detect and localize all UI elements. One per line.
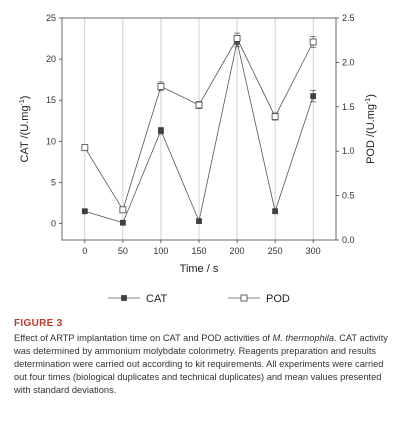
pod-point: [233, 35, 241, 42]
legend-item-cat: CAT: [108, 293, 167, 305]
x-tick-label: 0: [82, 246, 87, 256]
y-right-tick-label: 2.5: [342, 13, 355, 23]
y-left-tick-label: 25: [46, 13, 56, 23]
legend-label-cat: CAT: [146, 293, 167, 305]
x-axis-title: Time / s: [180, 263, 219, 275]
x-tick-label: 150: [191, 246, 206, 256]
y-left-tick-label: 10: [46, 136, 56, 146]
chart: 0 50 100 150 200 250 300 0 5 10 15 20 25 0.0 0.5 1.0 1.5…: [19, 13, 377, 305]
pod-point: [195, 101, 203, 109]
y-right-tick-label: 0.0: [342, 235, 355, 245]
x-tick-label: 300: [306, 246, 321, 256]
legend-item-pod: POD: [228, 293, 290, 305]
cat-point: [310, 93, 317, 100]
pod-point: [309, 38, 317, 46]
y-right-tick-label: 2.0: [342, 57, 355, 67]
x-tick-label: 250: [268, 246, 283, 256]
grid-lines: [84, 18, 314, 240]
caption-text: Effect of ARTP implantation time on CAT …: [14, 333, 388, 395]
x-tick-label: 200: [230, 246, 245, 256]
y-left-axis-title: CAT /(U.mg-1): [19, 96, 31, 163]
y-right-tick-label: 1.5: [342, 102, 355, 112]
legend-marker-cat: [121, 295, 127, 301]
y-right-tick-label: 1.0: [342, 146, 355, 156]
y-left-tick-label: 20: [46, 54, 56, 64]
legend: CAT POD: [108, 293, 290, 305]
axes: 0 50 100 150 200 250 300 0 5 10 15 20 25 0.0 0.5 1.0 1.5…: [46, 13, 355, 256]
figure-label: FIGURE 3: [14, 318, 63, 329]
pod-point: [271, 113, 279, 120]
y-right-tick-label: 0.5: [342, 191, 355, 201]
cat-point: [119, 219, 126, 226]
x-tick-label: 100: [153, 246, 168, 256]
cat-point: [272, 208, 279, 215]
y-left-tick-label: 5: [51, 177, 56, 187]
figure-caption: FIGURE 3 Effect of ARTP implantation tim…: [14, 318, 390, 397]
cat-point: [158, 127, 164, 134]
pod-point: [157, 82, 165, 90]
pod-point: [81, 144, 89, 152]
series-pod: [81, 32, 317, 214]
x-tick-label: 50: [118, 246, 128, 256]
y-left-tick-label: 15: [46, 95, 56, 105]
legend-label-pod: POD: [266, 293, 290, 305]
legend-marker-pod: [240, 294, 248, 302]
series: [81, 32, 317, 226]
cat-point: [196, 218, 202, 224]
y-right-axis-title: POD /(U.mg-1): [365, 94, 377, 164]
y-left-tick-label: 0: [51, 219, 56, 229]
species-name: M. thermophila: [272, 333, 335, 343]
pod-point: [119, 206, 127, 214]
cat-point: [81, 208, 88, 215]
